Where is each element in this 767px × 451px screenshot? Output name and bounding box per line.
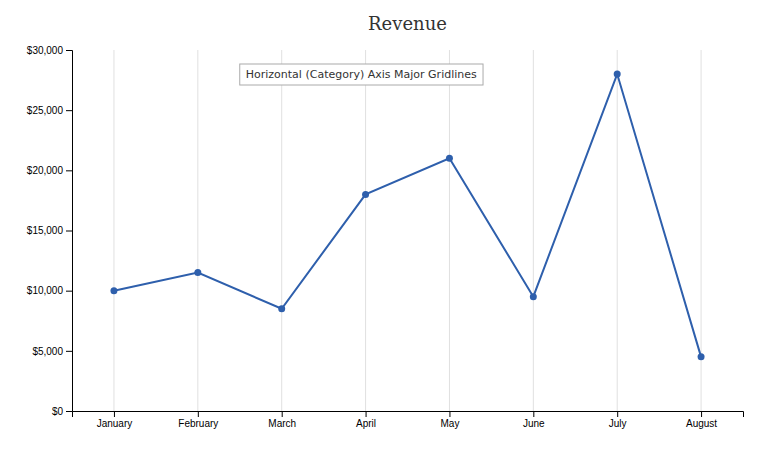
tick: June bbox=[523, 411, 545, 429]
line bbox=[114, 74, 701, 357]
plot-area: January February March April May June July Augu… bbox=[27, 45, 744, 429]
tick-mark bbox=[66, 50, 72, 51]
tick-mark bbox=[617, 411, 618, 417]
y-axis: $0 $5,000 $10,000 $15,000 $20,000 $25,000 $30,… bbox=[27, 45, 73, 417]
tick-mark bbox=[66, 411, 72, 412]
tick-label: August bbox=[686, 418, 717, 429]
chart: January February March April May June July Augu… bbox=[0, 0, 767, 451]
tick-label: May bbox=[440, 418, 459, 429]
marker bbox=[446, 155, 453, 162]
tick-label: $20,000 bbox=[27, 165, 64, 176]
marker bbox=[110, 287, 117, 294]
grid-line bbox=[449, 50, 450, 411]
marker bbox=[614, 71, 621, 78]
tick: March bbox=[268, 411, 296, 429]
tick-label: March bbox=[268, 418, 296, 429]
tick-label: February bbox=[178, 418, 218, 429]
marker bbox=[362, 191, 369, 198]
grid-line bbox=[281, 50, 282, 411]
tick-mark bbox=[366, 411, 367, 417]
marker bbox=[530, 293, 537, 300]
tick-mark bbox=[66, 231, 72, 232]
grid bbox=[114, 50, 701, 411]
tick: $20,000 bbox=[27, 165, 72, 176]
tick: July bbox=[609, 411, 627, 429]
tick-mark bbox=[282, 411, 283, 417]
tick: $15,000 bbox=[27, 225, 72, 236]
tick-mark bbox=[114, 411, 115, 417]
tick-mark bbox=[449, 411, 450, 417]
tick-label: January bbox=[97, 418, 133, 429]
tick: $25,000 bbox=[27, 105, 72, 116]
tick-mark bbox=[66, 351, 72, 352]
tick-label: June bbox=[523, 418, 545, 429]
tick-label: $15,000 bbox=[27, 225, 64, 236]
tick-mark bbox=[66, 291, 72, 292]
tick-mark bbox=[701, 411, 702, 417]
annotation: Horizontal (Category) Axis Major Gridlin… bbox=[240, 64, 483, 85]
axis-line bbox=[66, 51, 73, 412]
tick-label: $5,000 bbox=[32, 346, 63, 357]
marker bbox=[698, 353, 705, 360]
tick-label: $10,000 bbox=[27, 285, 64, 296]
tick: $5,000 bbox=[32, 346, 72, 357]
tick-mark bbox=[198, 411, 199, 417]
annotation-box bbox=[240, 64, 483, 85]
tick-label: $0 bbox=[52, 406, 64, 417]
grid-line bbox=[533, 50, 534, 411]
grid-line bbox=[113, 50, 114, 411]
tick: August bbox=[686, 411, 717, 429]
tick-label: April bbox=[356, 418, 376, 429]
x-axis: January February March April May June July Augu… bbox=[73, 411, 744, 429]
tick-mark bbox=[66, 170, 72, 171]
tick: April bbox=[356, 411, 376, 429]
series bbox=[110, 71, 704, 361]
tick: January bbox=[97, 411, 133, 429]
tick: May bbox=[440, 411, 459, 429]
tick-label: July bbox=[609, 418, 627, 429]
tick-label: $30,000 bbox=[27, 45, 64, 56]
marker bbox=[194, 269, 201, 276]
tick: $10,000 bbox=[27, 285, 72, 296]
tick: February bbox=[178, 411, 218, 429]
tick: $0 bbox=[52, 406, 72, 417]
tick-label: $25,000 bbox=[27, 105, 64, 116]
tick-mark bbox=[533, 411, 534, 417]
annotation-text: Horizontal (Category) Axis Major Gridlin… bbox=[246, 68, 477, 81]
title: Revenue bbox=[368, 13, 447, 34]
grid-line bbox=[617, 50, 618, 411]
grid-line bbox=[197, 50, 198, 411]
axis-line bbox=[73, 412, 744, 418]
tick-mark bbox=[66, 110, 72, 111]
tick: $30,000 bbox=[27, 45, 72, 56]
marker bbox=[278, 305, 285, 312]
grid-line bbox=[365, 50, 366, 411]
